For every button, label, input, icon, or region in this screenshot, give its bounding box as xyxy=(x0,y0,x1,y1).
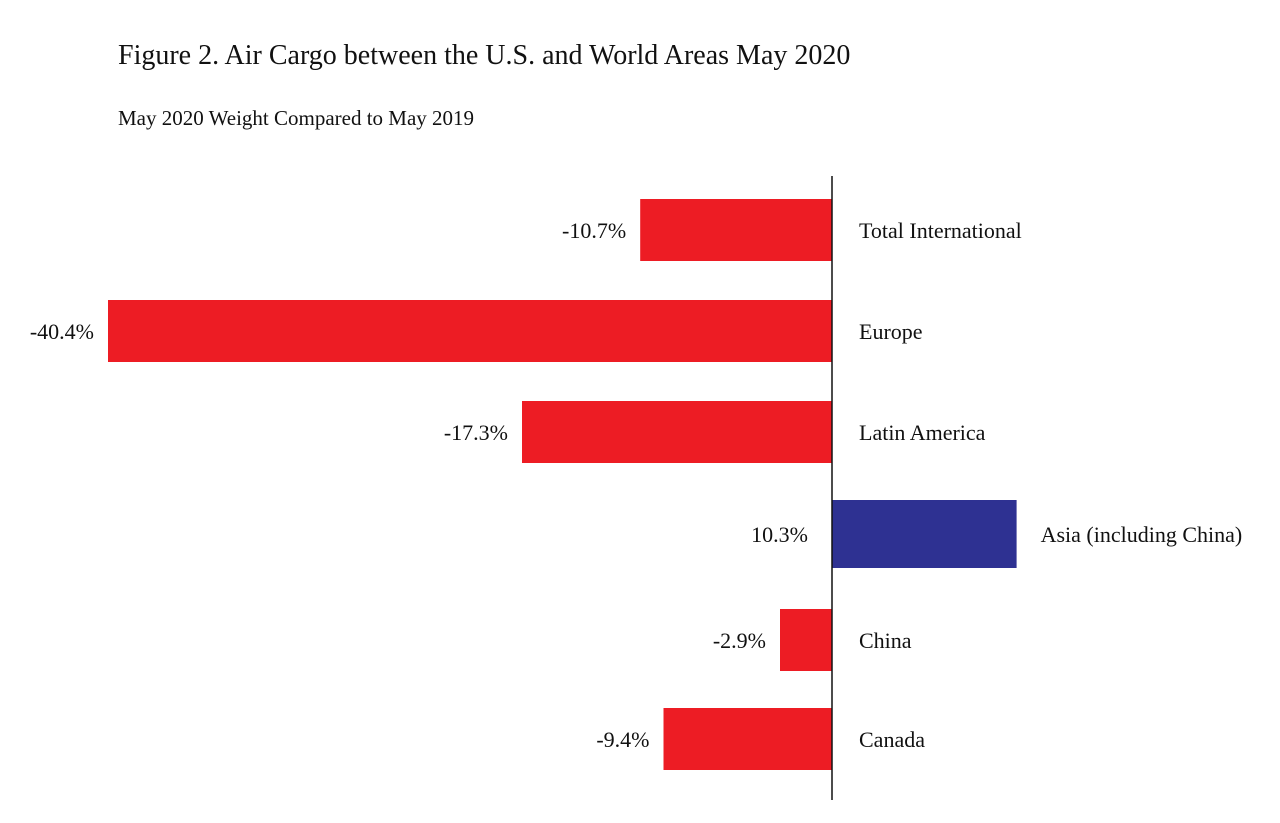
bar-europe xyxy=(108,300,832,362)
category-label: Latin America xyxy=(859,420,986,445)
bar-total-international xyxy=(640,199,832,261)
chart-title: Figure 2. Air Cargo between the U.S. and… xyxy=(118,40,851,71)
value-label: 10.3% xyxy=(751,522,808,547)
value-label: -17.3% xyxy=(444,420,508,445)
bar-china xyxy=(780,609,832,671)
bars-group xyxy=(108,199,1017,770)
value-label: -9.4% xyxy=(596,727,649,752)
category-label: Asia (including China) xyxy=(1041,522,1243,547)
bar-latin-america xyxy=(522,401,832,463)
bar-canada xyxy=(663,708,832,770)
bar-asia-including-china xyxy=(832,500,1017,568)
category-label: Canada xyxy=(859,727,925,752)
category-label: Europe xyxy=(859,319,923,344)
value-label: -2.9% xyxy=(713,628,766,653)
value-label: -40.4% xyxy=(30,319,94,344)
value-label: -10.7% xyxy=(562,218,626,243)
category-label: China xyxy=(859,628,912,653)
labels-group: -10.7% Total International -40.4% Europe -17… xyxy=(30,218,1242,752)
chart-subtitle: May 2020 Weight Compared to May 2019 xyxy=(118,106,475,130)
category-label: Total International xyxy=(859,218,1022,243)
